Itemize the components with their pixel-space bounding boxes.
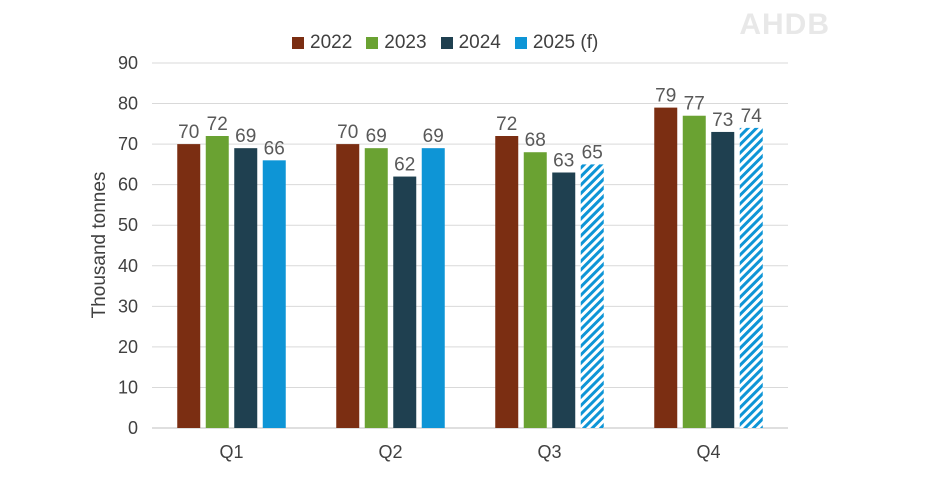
data-label: 65 (582, 142, 603, 163)
legend-swatch-2022 (292, 37, 304, 49)
data-label: 62 (394, 155, 415, 176)
bar-q1-2022 (177, 144, 201, 428)
data-label: 68 (525, 130, 546, 151)
bars (177, 107, 763, 429)
legend-label-2025f: 2025 (f) (532, 32, 599, 53)
legend-label-2023: 2023 (384, 32, 427, 53)
legend-label-2022: 2022 (310, 32, 353, 53)
bar-q2-2023 (364, 148, 388, 428)
bar-q3-2025f (580, 164, 604, 428)
x-tick-label: Q3 (537, 442, 561, 462)
legend-item-2022: 2022 (292, 32, 352, 54)
data-label: 69 (423, 126, 444, 147)
data-label: 69 (235, 126, 256, 147)
y-axis-ticks: 0 10 20 30 40 50 60 70 80 90 (118, 53, 138, 438)
y-tick-label: 70 (118, 134, 138, 154)
data-labels: 70 72 69 66 70 69 62 69 72 68 63 65 79 77 73 74 (178, 86, 762, 176)
x-tick-label: Q4 (696, 442, 720, 462)
data-label: 72 (496, 114, 517, 135)
data-label: 69 (366, 126, 387, 147)
data-label: 74 (741, 106, 763, 127)
data-label: 70 (178, 122, 199, 143)
x-tick-label: Q1 (219, 442, 243, 462)
legend-label-2024: 2024 (458, 32, 501, 53)
bar-q1-2023 (205, 136, 229, 428)
y-tick-label: 30 (118, 296, 138, 316)
x-tick-label: Q2 (378, 442, 402, 462)
bar-q1-2025f (262, 160, 286, 429)
legend-swatch-2025f (514, 37, 527, 49)
legend-item-2025f: 2025 (f) (514, 32, 599, 54)
legend-item-2024: 2024 (440, 32, 501, 54)
data-label: 77 (684, 94, 705, 115)
bar-q3-2023 (523, 152, 547, 428)
chart-legend: 2022 2023 2024 2025 (f) (292, 32, 598, 54)
y-tick-label: 90 (118, 53, 138, 73)
bar-q2-2024 (393, 176, 417, 428)
bar-q3-2024 (552, 172, 576, 428)
data-label: 72 (207, 114, 228, 135)
data-label: 66 (264, 138, 285, 159)
bar-q2-2025f (421, 148, 445, 428)
gridlines (152, 62, 788, 429)
y-tick-label: 50 (118, 215, 138, 235)
y-tick-label: 10 (118, 377, 138, 397)
ahdb-logo: AHDB (739, 8, 830, 41)
bar-q4-2023 (682, 115, 706, 428)
y-tick-label: 40 (118, 256, 138, 276)
bar-q1-2024 (234, 148, 258, 428)
bar-q4-2024 (711, 131, 735, 428)
legend-item-2023: 2023 (366, 32, 427, 54)
data-label: 70 (337, 122, 358, 143)
legend-swatch-2023 (366, 37, 379, 49)
x-axis-ticks: Q1 Q2 Q3 Q4 (219, 442, 720, 462)
y-tick-label: 80 (118, 94, 138, 114)
bar-q3-2022 (495, 136, 519, 428)
y-tick-label: 60 (118, 175, 138, 195)
y-tick-label: 20 (118, 337, 138, 357)
bar-q2-2022 (336, 144, 360, 428)
bar-q4-2025f (739, 127, 763, 428)
data-label: 73 (712, 110, 733, 131)
y-tick-label: 0 (128, 418, 138, 438)
bar-q4-2022 (654, 107, 678, 428)
legend-swatch-2024 (440, 37, 453, 49)
data-label: 63 (553, 151, 574, 172)
data-label: 79 (655, 86, 676, 107)
